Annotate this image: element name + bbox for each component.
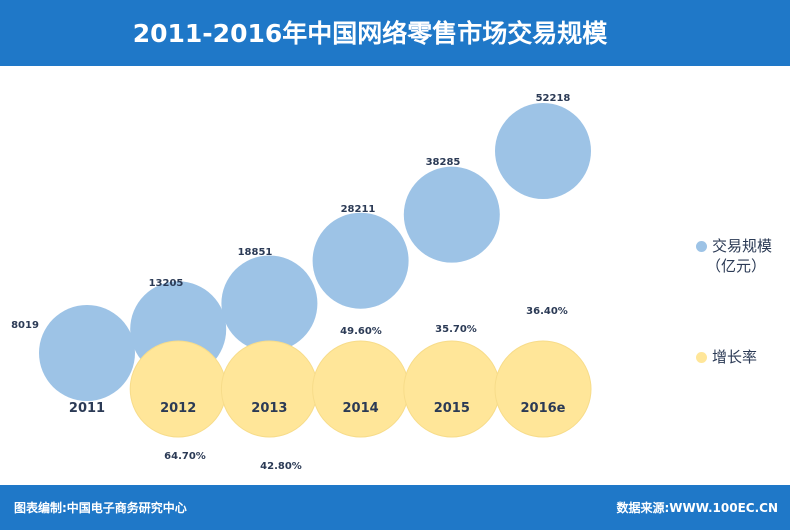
footer-bar: 图表编制:中国电子商务研究中心 数据来源:WWW.100EC.CN: [0, 485, 790, 530]
legend-unit-volume: （亿元）: [706, 257, 767, 275]
volume-data-label: 38285: [426, 157, 461, 168]
chart-title: 2011-2016年中国网络零售市场交易规模: [132, 19, 608, 48]
volume-bubble: [312, 212, 409, 309]
category-label: 2016e: [521, 401, 566, 416]
growth-data-label: 36.40%: [526, 306, 568, 317]
legend-dot-growth: [696, 352, 707, 363]
growth-bubble: [312, 340, 410, 438]
volume-bubble: [403, 166, 500, 263]
volume-data-label: 8019: [11, 320, 39, 331]
category-label: 2014: [343, 401, 379, 416]
volume-bubble: [221, 255, 318, 352]
category-label: 2011: [69, 401, 105, 416]
category-label: 2012: [160, 401, 196, 416]
legend-dot-volume: [696, 241, 707, 252]
volume-bubble: [39, 305, 135, 401]
growth-bubble: [129, 340, 227, 438]
growth-bubble: [494, 340, 592, 438]
volume-data-label: 28211: [341, 204, 376, 215]
growth-data-label: 49.60%: [340, 326, 382, 337]
volume-data-label: 18851: [238, 247, 273, 258]
growth-data-label: 35.70%: [435, 324, 477, 335]
growth-bubble: [403, 340, 501, 438]
category-label: 2013: [251, 401, 287, 416]
footer-credit: 图表编制:中国电子商务研究中心: [14, 501, 187, 515]
legend-label-volume: 交易规模: [712, 237, 773, 255]
growth-data-label: 42.80%: [260, 461, 302, 472]
footer-source: 数据来源:WWW.100EC.CN: [616, 501, 778, 515]
header-bar: 2011-2016年中国网络零售市场交易规模: [0, 0, 790, 66]
volume-data-label: 52218: [536, 93, 571, 104]
growth-bubble: [220, 340, 318, 438]
legend-label-growth: 增长率: [712, 348, 758, 366]
volume-bubble: [495, 103, 591, 199]
growth-data-label: 64.70%: [164, 451, 206, 462]
volume-data-label: 13205: [149, 278, 184, 289]
category-label: 2015: [434, 401, 470, 416]
